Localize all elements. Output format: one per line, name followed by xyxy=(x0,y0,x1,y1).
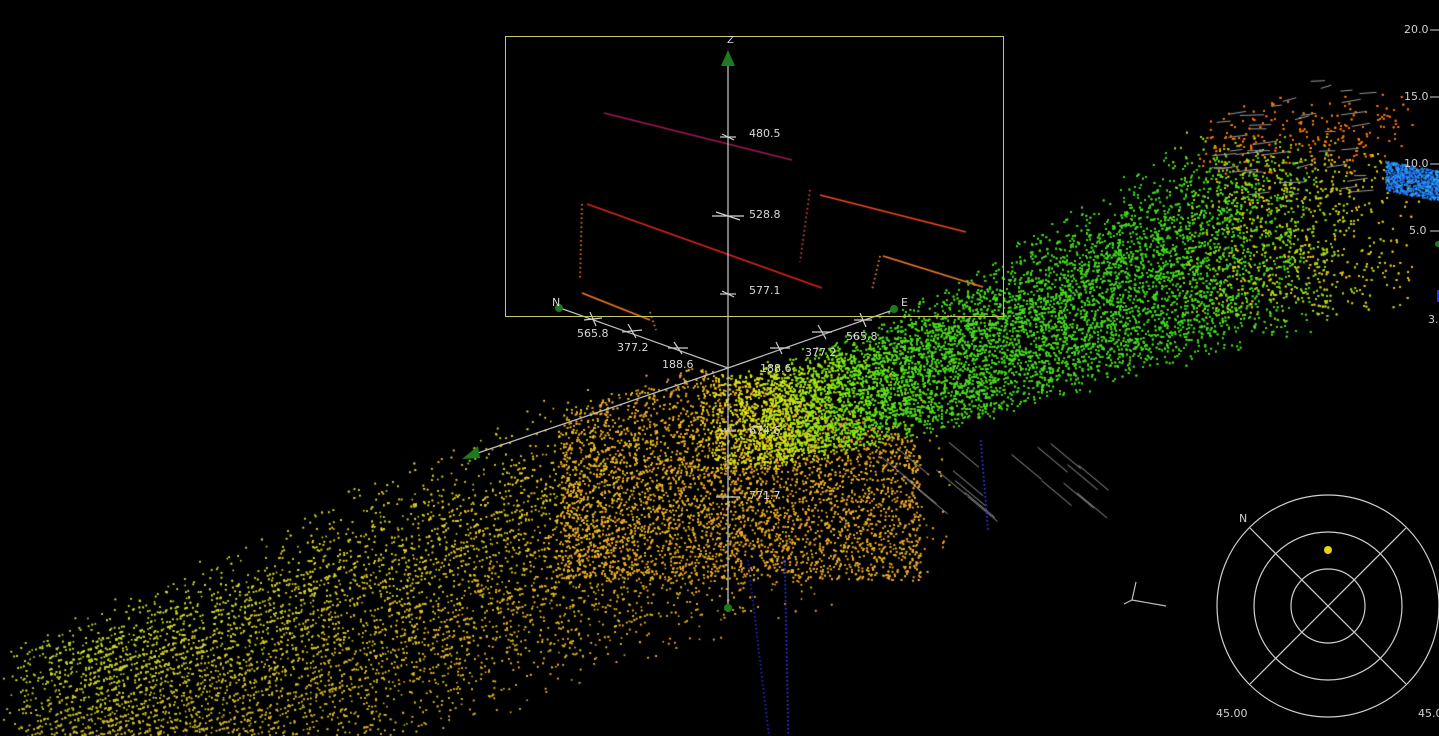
mini-axes-icon xyxy=(1123,581,1167,607)
n-axis-label: N xyxy=(552,296,561,309)
e-axis-label: E xyxy=(901,296,908,309)
color-scale-label: 15.0 xyxy=(1404,90,1429,103)
z-axis-label: Z xyxy=(727,35,734,46)
color-scale-bar xyxy=(1437,290,1439,302)
e-tick-label: 188.6 xyxy=(760,362,792,375)
z-axis-arrow-icon[interactable] xyxy=(721,50,735,66)
n-axis-handle[interactable] xyxy=(555,304,563,312)
z-tick-label: 771.7 xyxy=(749,489,781,502)
z-tick-label: 528.8 xyxy=(749,208,781,221)
color-scale-handle[interactable] xyxy=(1435,241,1439,247)
compass-north-label: N xyxy=(1239,512,1248,525)
color-scale-ticks xyxy=(1430,29,1439,232)
n-tick-label: 377.2 xyxy=(617,341,649,354)
n-axis-arrow-icon[interactable] xyxy=(462,446,480,459)
e-tick-label: 377.2 xyxy=(805,346,837,359)
n-tick-label: 188.6 xyxy=(662,358,694,371)
compass-left-value: 45.00 xyxy=(1216,707,1248,720)
ne-axis-left xyxy=(559,307,729,369)
compass-right-value: 45.0 xyxy=(1418,707,1439,720)
color-scale-label: 10.0 xyxy=(1404,157,1429,170)
z-tick-label: 674.6 xyxy=(749,424,781,437)
z-tick-marks xyxy=(712,133,744,498)
compass-sun-dot xyxy=(1324,546,1332,554)
color-scale-label: 3. xyxy=(1428,313,1439,326)
horizontal-tick-marks xyxy=(583,311,872,355)
profile-section-frame[interactable] xyxy=(505,36,1004,317)
n-axis-line xyxy=(471,367,729,456)
n-tick-label: 565.8 xyxy=(577,327,609,340)
z-tick-label: 480.5 xyxy=(749,127,781,140)
color-scale-label: 20.0 xyxy=(1404,23,1429,36)
z-axis-bottom-handle[interactable] xyxy=(724,604,732,612)
compass-rose-icon[interactable] xyxy=(1216,494,1439,718)
color-scale-label: 5.0 xyxy=(1409,224,1427,237)
e-tick-label: 565.8 xyxy=(846,330,878,343)
z-tick-label: 577.1 xyxy=(749,284,781,297)
e-axis-handle[interactable] xyxy=(890,305,898,313)
